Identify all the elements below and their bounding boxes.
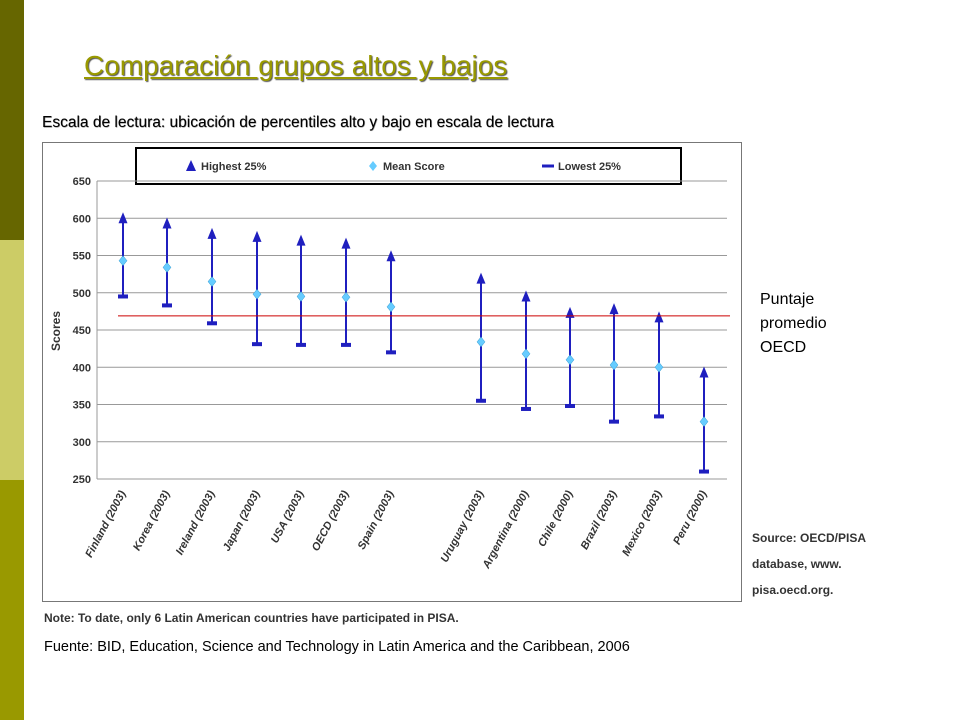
highest-25-marker: [207, 227, 217, 239]
legend-highest-icon: [186, 160, 196, 171]
x-tick-label: Japan (2003): [221, 488, 263, 553]
highest-25-marker: [654, 311, 664, 323]
source-note-text-3: pisa.oecd.org.: [752, 583, 833, 597]
footnote-panel: Note: To date, only 6 Latin American cou…: [44, 611, 459, 625]
mean-score-marker: [341, 291, 351, 303]
x-tick-label: Uruguay (2003): [439, 488, 487, 564]
source-footer: Fuente: BID, Education, Science and Tech…: [44, 639, 630, 655]
mean-score-marker: [386, 301, 396, 313]
highest-25-marker: [476, 272, 486, 284]
slide-title[interactable]: Comparación grupos altos y bajos: [84, 50, 508, 81]
oecd-label-line-2: promedio: [760, 315, 827, 332]
mean-score-marker: [118, 255, 128, 267]
highest-25-marker: [341, 237, 351, 249]
whiskers: [118, 212, 709, 474]
x-tick-label: Peru (2000): [671, 488, 710, 546]
highest-25-marker: [296, 234, 306, 246]
source-note-text-1: Source: OECD/PISA: [752, 531, 866, 545]
mean-score-marker: [296, 291, 306, 302]
highest-25-marker: [162, 217, 172, 229]
x-tick-label: Argentina (2000): [480, 488, 532, 571]
x-tick-label: Spain (2003): [356, 488, 397, 551]
grid: [97, 180, 727, 480]
x-tick-label: Brazil (2003): [579, 488, 620, 551]
lowest-25-marker: [296, 342, 306, 347]
side-bar-top: [0, 0, 24, 240]
lowest-25-marker: [476, 398, 486, 403]
chart-footnote: Note: To date, only 6 Latin American cou…: [44, 611, 459, 625]
lowest-25-marker: [118, 294, 128, 299]
legend-lowest-icon: [542, 164, 554, 168]
oecd-label-line-3: OECD: [760, 339, 807, 356]
legend-label: Mean Score: [383, 161, 445, 173]
x-tick-label: OECD (2003): [310, 488, 352, 553]
oecd-average-label: Puntaje promedio OECD: [760, 288, 870, 360]
x-tick-label: Ireland (2003): [174, 488, 218, 557]
lowest-25-marker: [252, 342, 262, 347]
source-note-panel: Source: OECD/PISA database, www. pisa.oe…: [752, 531, 866, 597]
side-bar-middle: [0, 240, 24, 480]
x-tick-label: Chile (2000): [536, 488, 576, 548]
lowest-25-marker: [162, 303, 172, 308]
mean-score-marker: [565, 354, 575, 366]
y-tick-label: 450: [73, 325, 91, 337]
y-tick-label: 600: [73, 213, 91, 225]
highest-25-marker: [699, 366, 709, 378]
mean-score-marker: [162, 262, 172, 273]
legend-label: Highest 25%: [201, 161, 267, 173]
mean-score-marker: [699, 416, 709, 428]
lowest-25-marker: [521, 406, 531, 411]
y-tick-label: 650: [73, 176, 91, 188]
mean-score-marker: [609, 359, 619, 371]
lowest-25-marker: [699, 469, 709, 474]
highest-25-marker: [565, 306, 575, 318]
chart-subtitle: Escala de lectura: ubicación de percenti…: [42, 114, 554, 131]
x-axis-labels: Finland (2003) Korea (2003) Ireland (2003)…: [83, 488, 709, 571]
lowest-25-marker: [609, 419, 619, 424]
lowest-25-marker: [386, 350, 396, 355]
chart-frame: Highest 25% Mean Score Lowest 25% 650 600 55…: [42, 142, 742, 602]
legend-box: [135, 147, 682, 185]
mean-score-marker: [252, 288, 262, 300]
y-tick-label: 350: [73, 400, 91, 412]
y-tick-label: 250: [73, 474, 91, 486]
mean-score-marker: [476, 336, 486, 348]
mean-score-marker: [654, 361, 664, 373]
x-tick-label: Mexico (2003): [620, 488, 665, 558]
side-bar-bottom: [0, 480, 24, 720]
y-axis-label: Scores: [49, 311, 63, 351]
highest-25-marker: [118, 212, 128, 224]
x-tick-label: Korea (2003): [131, 488, 173, 552]
highest-25-marker: [252, 230, 262, 242]
oecd-label-line-1: Puntaje: [760, 291, 815, 308]
y-tick-label: 500: [73, 288, 91, 300]
x-tick-label: Finland (2003): [83, 488, 128, 559]
lowest-25-marker: [207, 321, 217, 326]
highest-25-marker: [609, 303, 619, 315]
mean-score-marker: [207, 276, 217, 287]
y-axis: 650 600 550 500 450 400 350 300 250: [73, 176, 98, 486]
legend-mean-icon: [369, 161, 377, 171]
y-tick-label: 300: [73, 437, 91, 449]
lowest-25-marker: [654, 414, 664, 419]
highest-25-marker: [386, 250, 396, 262]
reading-scores-chart: Highest 25% Mean Score Lowest 25% 650 600 55…: [49, 147, 727, 571]
mean-score-marker: [521, 348, 531, 360]
source-note-text-2: database, www.: [752, 557, 842, 571]
legend: Highest 25% Mean Score Lowest 25%: [186, 160, 621, 173]
y-tick-label: 400: [73, 362, 91, 374]
legend-label: Lowest 25%: [558, 161, 621, 173]
y-tick-label: 550: [73, 251, 91, 263]
x-tick-label: USA (2003): [269, 488, 307, 545]
lowest-25-marker: [341, 342, 351, 347]
lowest-25-marker: [565, 403, 575, 408]
highest-25-marker: [521, 290, 531, 302]
